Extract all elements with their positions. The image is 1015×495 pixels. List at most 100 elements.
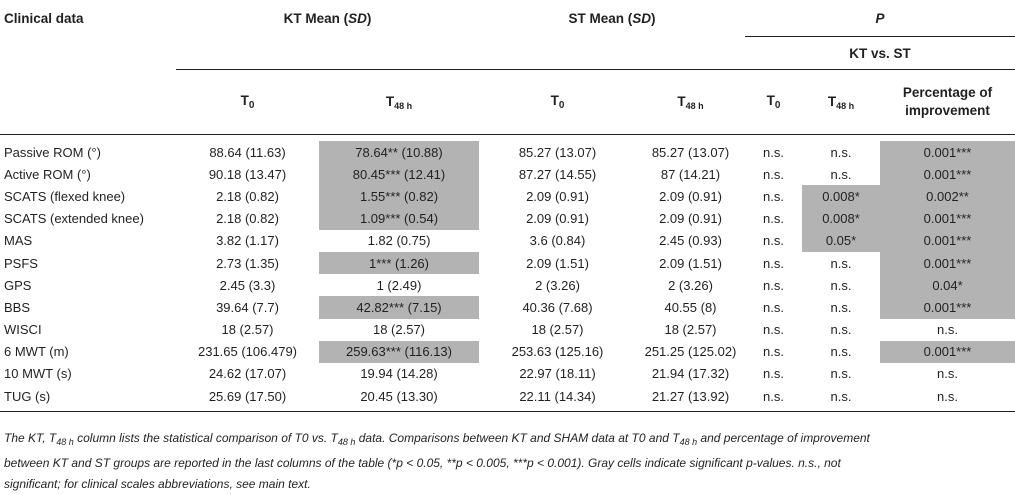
cell-p-percentage: 0.002**: [880, 185, 1015, 208]
row-label: 10 MWT (s): [4, 366, 72, 382]
header-st-t0: T0: [479, 69, 636, 135]
cell-p-t0: n.s.: [763, 388, 784, 404]
table-row: TUG (s) 25.69 (17.50) 20.45 (13.30) 22.11 (…: [0, 385, 1015, 407]
cell-st-t48: 2.09 (0.91): [659, 211, 722, 227]
cell-p-t0: n.s.: [763, 277, 784, 293]
cell-st-t48: 18 (2.57): [664, 322, 717, 338]
cell-p-t0: n.s.: [763, 255, 784, 271]
cell-p-t0: n.s.: [763, 299, 784, 315]
cell-st-t0: 22.97 (18.11): [519, 366, 596, 382]
table-row: GPS 2.45 (3.3) 1 (2.49) 2 (3.26) 2 (3.26) n.s…: [0, 274, 1015, 297]
cell-kt-t0: 2.73 (1.35): [216, 255, 279, 271]
row-label: SCATS (flexed knee): [4, 188, 126, 204]
cell-kt-t48: 19.94 (14.28): [360, 366, 438, 382]
cell-kt-t48: 1 (2.49): [376, 277, 422, 293]
row-label: Passive ROM (°): [4, 144, 101, 160]
cell-p-t48: n.s.: [830, 322, 852, 338]
cell-p-percentage: 0.001***: [880, 251, 1015, 275]
header-kt-t48: T48 h: [319, 69, 479, 135]
cell-p-t0: n.s.: [763, 166, 784, 182]
cell-p-percentage: n.s.: [937, 366, 958, 382]
cell-p-t0: n.s.: [763, 233, 784, 249]
cell-st-t0: 2.09 (0.91): [526, 188, 589, 204]
cell-kt-t48: 18 (2.57): [372, 322, 426, 338]
cell-p-t48: n.s.: [830, 144, 852, 160]
cell-kt-t48: 259.63*** (116.13): [319, 340, 479, 363]
cell-st-t48: 2 (3.26): [668, 277, 713, 293]
row-label: MAS: [4, 233, 33, 249]
header-percentage-improvement: Percentage of improvement: [880, 69, 1015, 135]
cell-st-t0: 3.6 (0.84): [529, 233, 586, 249]
table-row: MAS 3.82 (1.17) 1.82 (0.75) 3.6 (0.84) 2.45 …: [0, 229, 1015, 252]
cell-p-t0: n.s.: [763, 188, 784, 204]
footnote-line-3: significant; for clinical scales abbrevi…: [4, 477, 311, 491]
cell-kt-t0: 24.62 (17.07): [208, 366, 287, 382]
cell-kt-t0: 18 (2.57): [221, 322, 274, 338]
cell-kt-t48: 1.82 (0.75): [367, 233, 431, 249]
header-kt-mean: KT Mean (SD): [283, 10, 372, 26]
cell-kt-t48: 1.09*** (0.54): [319, 207, 479, 230]
cell-st-t0: 253.63 (125.16): [511, 344, 604, 360]
row-label: 6 MWT (m): [4, 344, 69, 360]
table-footnote: The KT, T48 h column lists the statistic…: [4, 428, 1009, 495]
cell-st-t48: 2.45 (0.93): [659, 233, 722, 249]
cell-p-t0: n.s.: [763, 322, 784, 338]
table-row: Passive ROM (°) 88.64 (11.63) 78.64** (10.…: [0, 141, 1015, 164]
cell-st-t0: 87.27 (14.55): [518, 166, 597, 182]
cell-st-t48: 87 (14.21): [660, 166, 721, 182]
cell-kt-t0: 90.18 (13.47): [208, 166, 287, 182]
cell-kt-t0: 2.18 (0.82): [216, 211, 279, 227]
cell-p-percentage: 0.001***: [880, 163, 1015, 186]
cell-p-percentage: 0.001***: [880, 207, 1015, 230]
cell-st-t48: 2.09 (0.91): [659, 188, 722, 204]
header-kt-t0: T0: [176, 69, 319, 135]
cell-st-t0: 2.09 (0.91): [526, 211, 589, 227]
cell-kt-t0: 231.65 (106.479): [197, 344, 298, 360]
table-row: Active ROM (°) 90.18 (13.47) 80.45*** (12.…: [0, 163, 1015, 186]
cell-st-t0: 40.36 (7.68): [522, 299, 593, 315]
footnote-line-2: between KT and ST groups are reported in…: [4, 456, 841, 470]
cell-p-t48: n.s.: [830, 366, 852, 382]
cell-p-t48: n.s.: [830, 344, 852, 360]
cell-st-t48: 2.09 (1.51): [659, 255, 722, 271]
cell-st-t48: 40.55 (8): [664, 299, 717, 315]
cell-p-percentage: 0.04*: [880, 274, 1015, 297]
clinical-data-table: Clinical data KT Mean (SD) ST Mean (SD) …: [0, 0, 1015, 413]
cell-p-t0: n.s.: [763, 344, 784, 360]
cell-p-t0: n.s.: [763, 144, 784, 160]
header-p-t0: T0: [745, 69, 802, 135]
cell-kt-t0: 2.18 (0.82): [216, 188, 279, 204]
table-row: SCATS (extended knee) 2.18 (0.82) 1.09*** …: [0, 207, 1015, 230]
cell-p-percentage: 0.001***: [880, 340, 1015, 363]
cell-kt-t48: 20.45 (13.30): [360, 388, 438, 404]
cell-p-t48: 0.05*: [802, 229, 880, 252]
table-body: Passive ROM (°) 88.64 (11.63) 78.64** (10.…: [0, 135, 1015, 413]
table-row: 10 MWT (s) 24.62 (17.07) 19.94 (14.28) 22.9…: [0, 363, 1015, 385]
table-row: SCATS (flexed knee) 2.18 (0.82) 1.55*** (0…: [0, 185, 1015, 208]
cell-st-t0: 2 (3.26): [535, 277, 580, 293]
cell-p-t48: n.s.: [830, 166, 852, 182]
cell-kt-t0: 2.45 (3.3): [219, 277, 276, 293]
header-kt-vs-st: KT vs. ST: [745, 36, 1015, 70]
table-row: 6 MWT (m) 231.65 (106.479) 259.63*** (116.…: [0, 340, 1015, 363]
cell-kt-t0: 39.64 (7.7): [216, 299, 279, 315]
table-row: BBS 39.64 (7.7) 42.82*** (7.15) 40.36 (7.68…: [0, 296, 1015, 319]
cell-p-percentage: 0.001***: [880, 141, 1015, 164]
cell-p-t0: n.s.: [763, 366, 784, 382]
header-p-t48: T48 h: [802, 69, 880, 135]
row-label: SCATS (extended knee): [4, 211, 144, 227]
row-label: GPS: [4, 277, 32, 293]
cell-st-t0: 2.09 (1.51): [526, 255, 589, 271]
cell-kt-t0: 3.82 (1.17): [216, 233, 279, 249]
cell-st-t48: 85.27 (13.07): [651, 144, 730, 160]
row-label: BBS: [4, 299, 31, 315]
cell-kt-t48: 1.55*** (0.82): [319, 185, 479, 208]
table-row: WISCI 18 (2.57) 18 (2.57) 18 (2.57) 18 (2.57…: [0, 319, 1015, 341]
cell-st-t48: 251.25 (125.02): [644, 344, 737, 360]
cell-p-t48: n.s.: [830, 299, 852, 315]
cell-p-percentage: n.s.: [937, 388, 958, 404]
cell-p-t0: n.s.: [763, 211, 784, 227]
header-clinical-data: Clinical data: [4, 10, 84, 26]
cell-st-t48: 21.27 (13.92): [651, 388, 730, 404]
cell-p-t48: 0.008*: [802, 185, 880, 208]
